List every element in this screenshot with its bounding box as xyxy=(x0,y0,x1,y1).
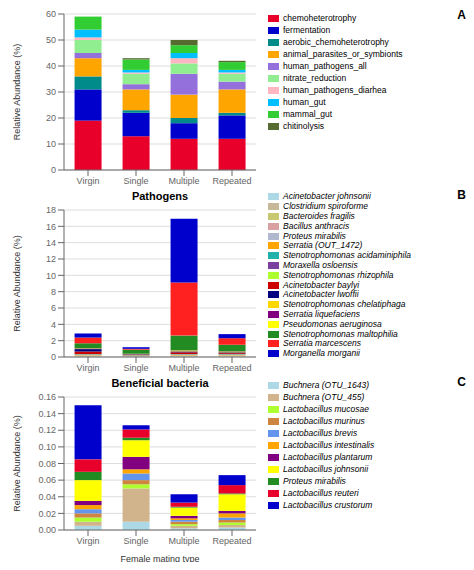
html-text:Lactobacillus brevis: Lactobacillus brevis xyxy=(283,427,358,438)
html-text:Serratia (OUT_1472): Serratia (OUT_1472) xyxy=(283,240,363,251)
html-text:Acinetobacter lwoffii: Acinetobacter lwoffii xyxy=(283,289,359,300)
html-text:Proteus mirabilis: Proteus mirabilis xyxy=(283,475,346,486)
html-text:Moraxella osloensis: Moraxella osloensis xyxy=(283,260,358,270)
html-text:fermentation: fermentation xyxy=(283,24,331,35)
svg-text:50: 50 xyxy=(46,35,56,45)
html-text:Morganella morganii: Morganella morganii xyxy=(283,348,360,359)
html-text:B: B xyxy=(457,188,466,202)
svg-text:Virgin: Virgin xyxy=(77,536,100,546)
html-text:Pseudomonas aeruginosa: Pseudomonas aeruginosa xyxy=(283,318,382,329)
svg-text:0.10: 0.10 xyxy=(38,442,56,452)
svg-text:0: 0 xyxy=(51,352,56,362)
html-text:Acinetobacter johnsonii: Acinetobacter johnsonii xyxy=(283,191,371,202)
svg-text:20: 20 xyxy=(46,113,56,123)
svg-text:Relative Abundance (%): Relative Abundance (%) xyxy=(12,235,22,332)
svg-text:10: 10 xyxy=(46,139,56,149)
svg-text:12: 12 xyxy=(46,254,56,264)
svg-text:16: 16 xyxy=(46,222,56,232)
html-text:Buchnera (OTU_455): Buchnera (OTU_455) xyxy=(283,391,365,402)
html-text:Bacteroides fragilis: Bacteroides fragilis xyxy=(283,211,355,221)
html-text:Buchnera (OTU_1643): Buchnera (OTU_1643) xyxy=(283,379,369,390)
svg-text:0.00: 0.00 xyxy=(38,525,56,535)
svg-text:Single: Single xyxy=(123,536,148,546)
svg-text:Relative Abundance (%): Relative Abundance (%) xyxy=(12,415,22,512)
html-text:Lactobacillus intestinalis: Lactobacillus intestinalis xyxy=(283,439,375,450)
svg-text:10: 10 xyxy=(46,271,56,281)
html-text:Pathogens: Pathogens xyxy=(131,190,189,202)
svg-text:Multiple: Multiple xyxy=(168,536,199,546)
svg-text:8: 8 xyxy=(51,287,56,297)
svg-text:Virgin: Virgin xyxy=(77,176,100,186)
svg-text:40: 40 xyxy=(46,61,56,71)
html-text:Lactobacillus mucosae: Lactobacillus mucosae xyxy=(283,403,369,414)
html-text:C: C xyxy=(457,375,466,389)
html-text:Acinetobacter baylyi: Acinetobacter baylyi xyxy=(283,279,360,290)
svg-text:Relative Abundance (%): Relative Abundance (%) xyxy=(12,44,22,141)
html-text:human_gut: human_gut xyxy=(283,96,326,107)
html-text:Clostridium spiroforme: Clostridium spiroforme xyxy=(283,201,368,212)
html-text:Lactobacillus murinus: Lactobacillus murinus xyxy=(283,415,365,426)
svg-text:Repeated: Repeated xyxy=(212,536,251,546)
html-text:Serratia marcescens: Serratia marcescens xyxy=(283,338,361,349)
svg-text:0.16: 0.16 xyxy=(38,392,56,402)
html-text:Stenotrophomonas chelatiphaga: Stenotrophomonas chelatiphaga xyxy=(283,299,406,310)
svg-text:0.06: 0.06 xyxy=(38,475,56,485)
svg-text:60: 60 xyxy=(46,9,56,19)
svg-text:0.02: 0.02 xyxy=(38,509,56,519)
svg-text:4: 4 xyxy=(51,320,56,330)
html-text:Bacillus anthracis: Bacillus anthracis xyxy=(283,220,350,231)
svg-text:30: 30 xyxy=(46,87,56,97)
html-text:Serratia liquefaciens: Serratia liquefaciens xyxy=(283,309,360,319)
svg-text:Female mating type: Female mating type xyxy=(120,554,199,562)
html-text:human_pathogens_all: human_pathogens_all xyxy=(283,60,367,71)
svg-text:0.04: 0.04 xyxy=(38,492,56,502)
html-text:human_pathogens_diarhea: human_pathogens_diarhea xyxy=(283,84,387,95)
svg-text:Single: Single xyxy=(123,363,148,373)
svg-text:0.08: 0.08 xyxy=(38,459,56,469)
html-text:Lactobacillus johnsonii: Lactobacillus johnsonii xyxy=(283,463,369,474)
svg-text:6: 6 xyxy=(51,303,56,313)
html-text:Lactobacillus reuteri: Lactobacillus reuteri xyxy=(283,487,359,498)
html-text:nitrate_reduction: nitrate_reduction xyxy=(283,72,347,83)
svg-text:Multiple: Multiple xyxy=(168,176,199,186)
html-text:Proteus mirabilis: Proteus mirabilis xyxy=(283,230,346,241)
html-text:Lactobacillus crustorum: Lactobacillus crustorum xyxy=(283,499,373,510)
svg-text:Repeated: Repeated xyxy=(212,176,251,186)
svg-text:0.12: 0.12 xyxy=(38,425,56,435)
html-text:chemoheterotrophy: chemoheterotrophy xyxy=(283,12,357,23)
html-text:chitinolysis: chitinolysis xyxy=(283,120,325,131)
html-text:Stenotrophomonas acidaminiphil: Stenotrophomonas acidaminiphila xyxy=(283,250,412,261)
html-text:Beneficial bacteria: Beneficial bacteria xyxy=(111,377,209,389)
svg-text:Virgin: Virgin xyxy=(77,363,100,373)
svg-text:Multiple: Multiple xyxy=(168,363,199,373)
html-text:animal_parasites_or_symbionts: animal_parasites_or_symbionts xyxy=(283,48,403,59)
svg-text:0.14: 0.14 xyxy=(38,409,56,419)
svg-text:Single: Single xyxy=(123,176,148,186)
svg-text:14: 14 xyxy=(46,238,56,248)
html-text:mammal_gut: mammal_gut xyxy=(283,108,333,119)
svg-text:Repeated: Repeated xyxy=(212,363,251,373)
html-text:Lactobacillus plantarum: Lactobacillus plantarum xyxy=(283,451,373,462)
html-text:A: A xyxy=(457,8,466,22)
svg-text:0: 0 xyxy=(51,165,56,175)
html-text:aerobic_chemoheterotrophy: aerobic_chemoheterotrophy xyxy=(283,36,389,47)
svg-text:18: 18 xyxy=(46,205,56,215)
html-text:Stenotrophomonas rhizophila: Stenotrophomonas rhizophila xyxy=(283,269,394,280)
svg-text:2: 2 xyxy=(51,336,56,346)
html-text:Stenotrophomonas maltophilia: Stenotrophomonas maltophilia xyxy=(283,328,398,339)
